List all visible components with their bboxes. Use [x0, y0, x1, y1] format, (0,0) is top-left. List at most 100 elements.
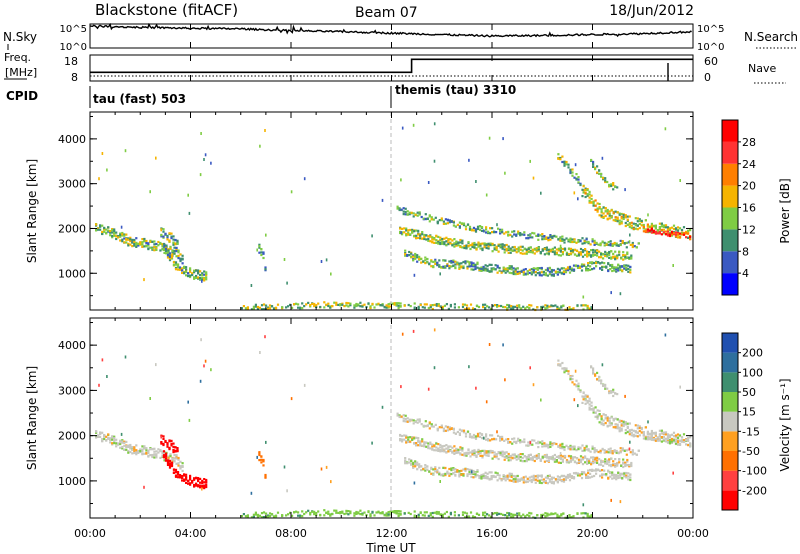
power-cell [680, 228, 684, 232]
velocity-cell [598, 421, 601, 424]
velocity-cell [471, 449, 474, 452]
velocity-cell [634, 424, 637, 427]
power-cell [638, 222, 641, 225]
velocity-cell [616, 393, 619, 396]
velocity-cell [205, 480, 208, 483]
power-cell [462, 265, 465, 268]
power-cell [448, 265, 451, 268]
velocity-cell [545, 453, 548, 456]
velocity-cell [166, 461, 170, 464]
velocity-cell [470, 475, 473, 479]
velocity-cell [637, 449, 640, 452]
velocity-cell [210, 368, 212, 372]
velocity-cell [560, 480, 563, 483]
velocity-cell [638, 429, 641, 433]
velocity-cell [448, 467, 451, 471]
velocity-cell [201, 484, 204, 487]
velocity-cell [629, 473, 632, 476]
power-cell [246, 307, 249, 310]
velocity-cell [559, 452, 562, 455]
velocity-cell [482, 511, 485, 514]
velocity-cell [347, 513, 350, 516]
velocity-cell [626, 430, 629, 433]
velocity-cell [111, 442, 114, 445]
power-cell [680, 231, 684, 235]
velocity-cell [420, 465, 423, 468]
velocity-cell [446, 429, 449, 432]
velocity-cell [622, 424, 625, 428]
velocity-cell [507, 456, 510, 459]
power-cell [522, 271, 525, 274]
power-cell [501, 231, 504, 234]
power-cell [588, 196, 591, 199]
power-cell [557, 157, 560, 160]
velocity-cell [441, 513, 444, 516]
velocity-cell [650, 431, 653, 435]
velocity-cell [515, 455, 518, 458]
power-cell [281, 306, 284, 309]
velocity-cell [404, 414, 407, 417]
velocity-cell [666, 441, 670, 444]
power-cell [199, 270, 202, 273]
velocity-cell [468, 470, 471, 473]
velocity-cell [557, 445, 560, 448]
velocity-cell [442, 466, 445, 469]
power-cell [475, 248, 478, 251]
velocity-cell [601, 363, 604, 367]
power-cell [467, 241, 470, 244]
power-cell [471, 243, 474, 247]
power-cell [484, 269, 487, 272]
power-cell [548, 305, 551, 308]
velocity-cell [568, 479, 572, 482]
velocity-cell [559, 454, 562, 457]
power-cell [133, 240, 136, 243]
power-cell [577, 197, 579, 201]
power-cell [309, 304, 312, 307]
velocity-cell [583, 472, 586, 475]
power-cell [293, 303, 296, 306]
power-cell [153, 249, 156, 252]
velocity-cell [397, 512, 400, 515]
power-cell [581, 249, 585, 252]
power-cell [262, 252, 265, 255]
velocity-cell [423, 511, 426, 514]
velocity-cell [197, 484, 200, 487]
power-cell [123, 234, 126, 237]
velocity-cell [590, 401, 593, 404]
velocity-cell [162, 442, 165, 445]
power-cell [594, 249, 597, 253]
power-cell [452, 261, 455, 264]
power-cell [616, 186, 619, 189]
velocity-cell [589, 450, 592, 453]
velocity-cell [145, 447, 148, 450]
velocity-cell [617, 476, 620, 480]
velocity-cell [550, 512, 553, 515]
power-cell [526, 305, 529, 309]
velocity-cell [408, 418, 411, 421]
velocity-cell [270, 513, 274, 516]
power-cell [433, 303, 436, 306]
velocity-cell [167, 456, 170, 459]
velocity-cell [503, 439, 506, 442]
velocity-cell [424, 469, 427, 472]
power-cell [537, 248, 540, 251]
velocity-cell [474, 473, 477, 476]
power-cell [676, 226, 680, 229]
power-cell [389, 305, 392, 308]
velocity-cell [133, 451, 136, 455]
velocity-cell [616, 464, 619, 467]
velocity-cell [615, 451, 618, 454]
power-cell [429, 240, 432, 243]
velocity-cell [164, 459, 168, 462]
power-cell [176, 241, 179, 244]
velocity-cell [490, 476, 493, 479]
power-cell [143, 237, 146, 241]
velocity-cell [676, 443, 680, 446]
velocity-cell [600, 463, 603, 466]
velocity-cell [625, 476, 628, 479]
power-cell [423, 237, 426, 241]
velocity-cell [561, 442, 564, 445]
power-cell [626, 223, 629, 226]
power-cell [113, 234, 116, 237]
power-cell [547, 236, 550, 240]
